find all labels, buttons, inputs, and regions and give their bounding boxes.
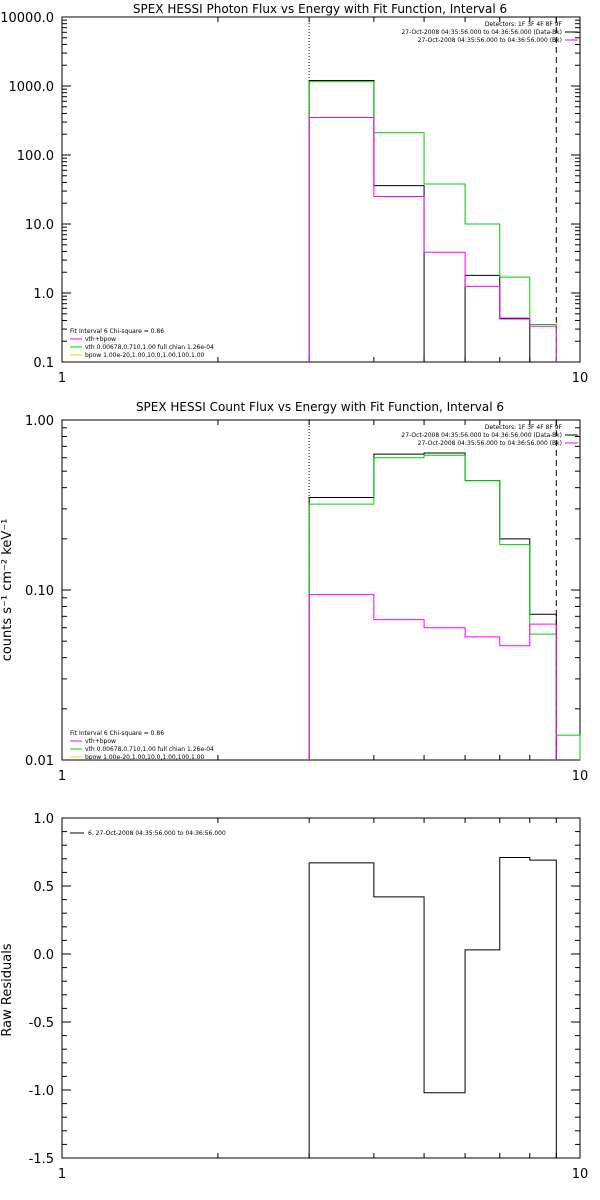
data-histogram	[308, 856, 557, 1158]
panel2-legend-vthbpow: vth+bpow	[85, 738, 116, 745]
panel2-legend-databk: 27-Oct-2008 04:35:56.000 to 04:36:56.000…	[401, 432, 562, 439]
panel3-ytick-label: -1.5	[29, 1152, 54, 1167]
panel2-ytick-label: 0.10	[25, 584, 54, 599]
panel3-y-axis-label: Raw Residuals	[0, 943, 15, 1036]
panel3-ytick-label: 0.0	[33, 948, 54, 963]
panel2-frame	[61, 419, 581, 761]
panel2-legend-fit-interval: Fit Interval 6 Chi-square = 0.86	[70, 730, 164, 737]
panel3-series	[308, 856, 557, 1158]
total-histogram	[308, 81, 557, 362]
panel2-legend-vth: vth 0.00678,0.710,1.00 full chian 1.26e-…	[85, 746, 214, 753]
residuals-panel: -1.5 -1.0 -0.5 0.0 0.5 1.0 1 10 Raw Resi…	[0, 812, 588, 1182]
panel1-legend-fit: Fit Interval 6 Chi-square = 0.86 vth+bpo…	[70, 328, 214, 359]
panel1-legend-top: Detectors: 1F 3F 4F 8F 9F 27-Oct-2008 04…	[401, 21, 578, 44]
panel3-legend: 6. 27-Oct-2008 04:35:56.000 to 04:36:56.…	[70, 830, 226, 837]
photon-flux-panel: SPEX HESSI Photon Flux vs Energy with Fi…	[0, 2, 588, 386]
panel3-legend-text: 6. 27-Oct-2008 04:35:56.000 to 04:36:56.…	[88, 830, 226, 837]
data-histogram	[308, 452, 557, 760]
panel1-ytick-label: 1.0	[33, 287, 54, 302]
bpow-histogram	[308, 594, 557, 760]
panel1-ytick-label: 100.0	[17, 149, 54, 164]
panel2-y-axis-label: counts s⁻¹ cm⁻² keV⁻¹	[0, 519, 15, 662]
panel1-legend-bpow: bpow 1.00e-20,1.00,10.0,1.00,100,1.00	[85, 352, 205, 359]
panel2-legend-top: Detectors: 1F 3F 4F 8F 9F 27-Oct-2008 04…	[401, 424, 578, 447]
panel1-title: SPEX HESSI Photon Flux vs Energy with Fi…	[133, 2, 507, 16]
panel3-ytick-label: 1.0	[33, 812, 54, 827]
panel1-ytick-label: 0.1	[33, 356, 54, 371]
panel1-ytick-label: 10.0	[25, 218, 54, 233]
bpow-histogram	[308, 116, 557, 362]
panel1-legend-fit-interval: Fit Interval 6 Chi-square = 0.86	[70, 328, 164, 335]
panel1-legend-databk: 27-Oct-2008 04:35:56.000 to 04:36:56.000…	[401, 29, 562, 36]
panel3-xtick-label: 10	[572, 1167, 589, 1182]
panel1-legend-vth: vth 0.00678,0.710,1.00 full chian 1.26e-…	[85, 344, 214, 351]
panel2-legend-detectors: Detectors: 1F 3F 4F 8F 9F	[485, 424, 563, 431]
panel3-ytick-label: -0.5	[29, 1016, 54, 1031]
panel2-xtick-label: 10	[572, 769, 589, 784]
panel2-legend-bk: 27-Oct-2008 04:35:56.000 to 04:36:56.000…	[418, 440, 562, 447]
panel1-ytick-label: 1000.0	[9, 80, 55, 95]
panel1-y-tick-labels: 0.1 1.0 10.0 100.0 1000.0 10000.0	[0, 11, 54, 371]
panel1-ytick-label: 10000.0	[0, 11, 54, 26]
panel2-ytick-label: 0.01	[25, 754, 54, 769]
panel1-legend-detectors: Detectors: 1F 3F 4F 8F 9F	[485, 21, 563, 28]
panel2-legend-fit: Fit Interval 6 Chi-square = 0.86 vth+bpo…	[70, 730, 214, 761]
data-histogram	[308, 80, 531, 362]
panel2-title: SPEX HESSI Count Flux vs Energy with Fit…	[136, 400, 504, 414]
panel2-legend-bpow: bpow 1.00e-20,1.00,10.0,1.00,100,1.00	[85, 754, 205, 761]
panel2-xtick-label: 1	[58, 769, 66, 784]
panel1-xtick-label: 10	[572, 371, 589, 386]
panel3-ytick-label: -1.0	[29, 1084, 54, 1099]
panel2-ytick-label: 1.00	[25, 414, 54, 429]
panel1-xtick-label: 1	[58, 371, 66, 386]
panel1-frame	[61, 16, 581, 363]
panel1-series	[308, 17, 557, 362]
panel1-legend-vthbpow: vth+bpow	[85, 336, 116, 343]
panel2-ticks	[61, 419, 581, 761]
total-histogram	[308, 454, 581, 760]
panel3-frame	[61, 817, 581, 1159]
panel3-ticks	[61, 817, 581, 1159]
panel2-series	[308, 420, 581, 760]
count-flux-panel: SPEX HESSI Count Flux vs Energy with Fit…	[0, 400, 588, 784]
panel3-xtick-label: 1	[58, 1167, 66, 1182]
panel1-legend-bk: 27-Oct-2008 04:35:56.000 to 04:36:56.000…	[418, 37, 562, 44]
panel1-ticks	[61, 16, 581, 363]
panel3-ytick-label: 0.5	[33, 880, 54, 895]
